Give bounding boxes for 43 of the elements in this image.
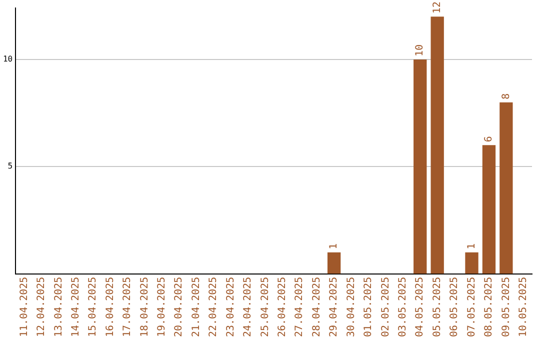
x-tick-label: 03.05.2025 [398, 276, 408, 338]
bar [430, 16, 444, 274]
x-tick-label: 19.04.2025 [156, 276, 168, 338]
x-tick-label: 29.04.2025 [328, 276, 340, 338]
x-tick-label: 18.04.2025 [139, 276, 150, 338]
bar [327, 252, 341, 274]
x-tick-label: 13.04.2025 [53, 276, 64, 338]
data-label: 8 [500, 93, 512, 100]
x-tick-label: 10.05.2025 [518, 276, 529, 338]
x-tick-label: 20.04.2025 [174, 276, 185, 338]
x-tick-label: 12.04.2025 [36, 276, 48, 338]
data-label: 1 [466, 243, 478, 250]
x-tick-label: 22.04.2025 [208, 276, 220, 338]
x-tick-label: 01.05.2025 [363, 276, 374, 338]
bar [414, 59, 427, 274]
x-tick-label: 06.05.2025 [449, 276, 460, 338]
y-tick-label: 5 [8, 162, 13, 171]
data-label: 6 [484, 136, 495, 142]
bar [482, 145, 496, 274]
x-tick-label: 23.04.2025 [225, 276, 236, 338]
x-tick-label: 08.05.2025 [484, 276, 495, 338]
x-tick-label: 17.04.2025 [122, 276, 134, 338]
x-tick-label: 26.04.2025 [277, 276, 288, 338]
x-tick-label: 28.04.2025 [311, 276, 322, 338]
x-tick-label: 25.04.2025 [260, 276, 271, 338]
bar [500, 102, 513, 274]
x-tick-label: 04.05.2025 [414, 276, 426, 338]
x-tick-label: 07.05.2025 [466, 276, 478, 338]
x-tick-label: 05.05.2025 [432, 276, 443, 338]
x-tick-label: 15.04.2025 [88, 276, 99, 338]
x-tick-label: 27.04.2025 [294, 276, 306, 338]
data-label: 1 [328, 243, 340, 250]
data-label: 12 [432, 2, 443, 14]
bar [465, 252, 478, 274]
x-tick-label: 16.04.2025 [104, 276, 116, 338]
x-tick-label: 02.05.2025 [380, 276, 392, 338]
x-tick-label: 09.05.2025 [500, 276, 512, 338]
x-tick-label: 21.04.2025 [190, 276, 202, 338]
data-label: 10 [414, 44, 426, 56]
x-tick-label: 30.04.2025 [346, 276, 357, 338]
x-tick-label: 14.04.2025 [70, 276, 82, 338]
x-tick-label: 24.04.2025 [242, 276, 254, 338]
x-tick-label: 11.04.2025 [18, 276, 30, 338]
